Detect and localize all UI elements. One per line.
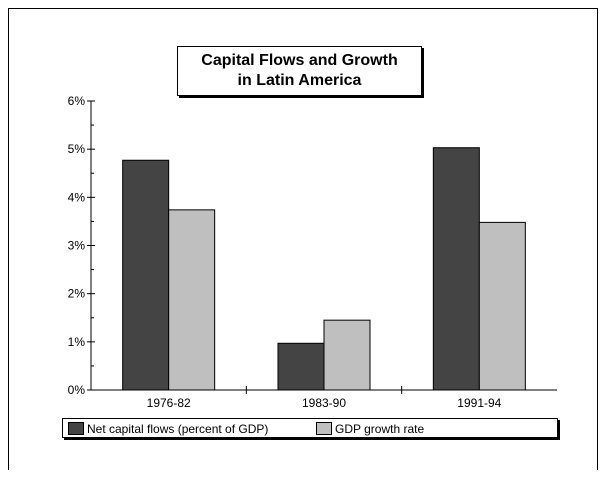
y-tick-label-6%: 6% [68,94,86,108]
y-tick-label-5%: 5% [68,142,86,156]
bar-net-capital-flows-1976-82 [122,159,170,391]
x-tick-label-1976-82: 1976-82 [147,396,191,410]
legend-item-net-capital-flows: Net capital flows (percent of GDP) [68,421,268,436]
y-tick-label-2%: 2% [68,287,86,301]
y-tick-label-1%: 1% [68,335,86,349]
bar-gdp-growth-1991-94 [478,221,526,391]
bar-net-capital-flows-1991-94 [432,147,480,391]
legend-label-net-capital-flows: Net capital flows (percent of GDP) [87,421,269,436]
x-tick-label-1983-90: 1983-90 [302,396,346,410]
y-tick-label-3%: 3% [68,239,86,253]
bar-gdp-growth-1983-90 [323,319,371,391]
legend-swatch-net-capital-flows [68,422,84,435]
bar-net-capital-flows-1983-90 [277,342,325,391]
chart-frame [8,8,598,470]
x-tick-label-1991-94: 1991-94 [457,396,501,410]
legend: Net capital flows (percent of GDP) GDP g… [62,418,558,438]
bar-gdp-growth-1976-82 [168,209,216,391]
chart-title: Capital Flows and Growth in Latin Americ… [177,46,422,96]
y-tick-label-4%: 4% [68,190,86,204]
legend-item-gdp-growth: GDP growth rate [316,421,424,436]
chart-title-line-2: in Latin America [237,72,362,89]
chart-title-line-1: Capital Flows and Growth [201,52,398,69]
y-tick-label-0%: 0% [68,383,86,397]
legend-swatch-gdp-growth [316,422,332,435]
legend-label-gdp-growth: GDP growth rate [335,421,425,436]
